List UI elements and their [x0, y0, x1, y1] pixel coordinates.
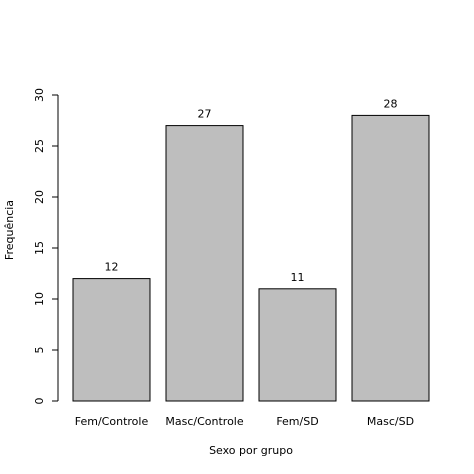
bar [258, 288, 337, 402]
bar [351, 114, 430, 402]
bar [72, 278, 151, 402]
y-tick-label: 25 [33, 139, 46, 153]
x-tick-label: Masc/Controle [165, 415, 243, 428]
x-axis-title: Sexo por grupo [209, 444, 293, 457]
y-tick-label: 0 [33, 398, 46, 405]
y-tick-label: 20 [33, 190, 46, 204]
y-tick-label: 30 [33, 88, 46, 102]
data-label: 28 [384, 97, 398, 110]
x-tick-label: Fem/SD [276, 415, 318, 428]
y-tick-label: 5 [33, 347, 46, 354]
data-label: 27 [198, 108, 212, 121]
y-tick-label: 15 [33, 241, 46, 255]
x-tick-label: Masc/SD [367, 415, 414, 428]
data-label: 12 [105, 261, 119, 274]
y-tick-label: 10 [33, 292, 46, 306]
data-label: 11 [291, 271, 305, 284]
y-axis-title: Frequência [3, 200, 16, 260]
bar [165, 125, 244, 402]
x-tick-label: Fem/Controle [75, 415, 149, 428]
